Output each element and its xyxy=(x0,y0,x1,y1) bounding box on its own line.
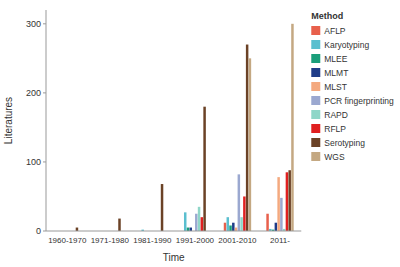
legend-item: MLEE xyxy=(311,54,347,64)
legend-title: Method xyxy=(311,11,343,21)
bars xyxy=(76,24,294,231)
bar xyxy=(232,223,234,231)
legend-label: RFLP xyxy=(324,124,346,134)
bar xyxy=(286,172,288,231)
y-tick xyxy=(43,161,46,162)
bar xyxy=(198,207,200,231)
bar xyxy=(229,225,231,231)
bar xyxy=(266,214,268,231)
legend-item: RFLP xyxy=(311,124,346,134)
legend-swatch xyxy=(311,152,320,161)
legend-swatch xyxy=(311,26,320,35)
legend-swatch xyxy=(311,96,320,105)
legend-label: WGS xyxy=(324,152,345,162)
axes: 0 100 200 300 1960-1970 1971-19801981-1990 199… xyxy=(26,10,301,245)
bar xyxy=(238,174,240,231)
x-tick-label: 2011- xyxy=(270,236,290,245)
x-tick-label: 1971-1980 xyxy=(91,236,130,245)
legend-label: Serotyping xyxy=(324,138,365,148)
legend-swatch xyxy=(311,82,320,91)
bar xyxy=(190,228,192,231)
legend-item: RAPD xyxy=(311,110,348,120)
y-tick xyxy=(43,231,46,232)
legend-label: AFLP xyxy=(324,26,346,36)
x-tick-label: 1991-2000 xyxy=(176,236,215,245)
legend-item: WGS xyxy=(311,152,345,162)
legend-item: MLST xyxy=(311,82,347,92)
bar xyxy=(203,107,205,231)
legend-swatch xyxy=(311,54,320,63)
y-axis-label: Literatures xyxy=(3,97,14,144)
bar xyxy=(291,24,293,231)
legend-label: PCR fingerprinting xyxy=(324,96,394,106)
bar xyxy=(76,228,78,231)
legend-label: MLMT xyxy=(324,68,348,78)
legend-swatch xyxy=(311,110,320,119)
y-tick xyxy=(43,92,46,93)
x-axis-line xyxy=(46,231,301,232)
x-axis-label: Time xyxy=(163,252,185,263)
y-tick-label: 100 xyxy=(26,157,41,167)
legend-swatch xyxy=(311,138,320,147)
bar xyxy=(201,217,203,231)
y-tick-label: 0 xyxy=(36,226,41,236)
bar xyxy=(195,214,197,231)
bar xyxy=(184,212,186,231)
bar xyxy=(161,184,163,231)
legend-item: PCR fingerprinting xyxy=(311,96,394,106)
legend-item: Serotyping xyxy=(311,138,365,148)
bar xyxy=(275,223,277,231)
x-tick-label: 1960-1970 xyxy=(48,236,87,245)
legend-label: RAPD xyxy=(324,110,348,120)
bar xyxy=(118,219,120,231)
legend-item: MLMT xyxy=(311,68,348,78)
legend-label: MLST xyxy=(324,82,347,92)
bar xyxy=(240,217,242,231)
legend-label: MLEE xyxy=(324,54,347,64)
legend-swatch xyxy=(311,40,320,49)
bar xyxy=(187,228,189,231)
y-tick-label: 300 xyxy=(26,19,41,29)
bar xyxy=(277,177,279,231)
y-tick xyxy=(43,23,46,24)
bar xyxy=(227,217,229,231)
bar xyxy=(246,45,248,231)
bar xyxy=(235,228,237,231)
x-tick-label: 1981-1990 xyxy=(133,236,172,245)
x-tick-label: 2001-2010 xyxy=(218,236,257,245)
legend-item: Karyotyping xyxy=(311,40,369,50)
y-axis-line xyxy=(46,10,47,231)
bar xyxy=(243,196,245,231)
bar xyxy=(224,223,226,231)
bar xyxy=(280,198,282,231)
legend: Method AFLP Karyotyping MLEE MLMT MLST PCR fin… xyxy=(311,11,394,162)
bar xyxy=(249,58,251,231)
chart: Method AFLP Karyotyping MLEE MLMT MLST PCR fin… xyxy=(0,0,400,267)
legend-swatch xyxy=(311,124,320,133)
legend-item: AFLP xyxy=(311,26,346,36)
bar xyxy=(288,170,290,231)
legend-label: Karyotyping xyxy=(324,40,369,50)
y-tick-label: 200 xyxy=(26,88,41,98)
legend-swatch xyxy=(311,68,320,77)
